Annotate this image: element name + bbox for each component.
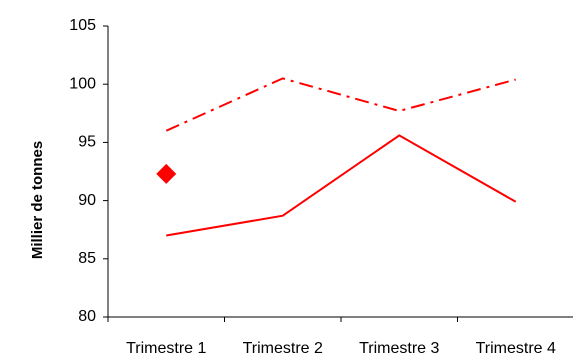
x-tick-label: Trimestre 1: [126, 340, 206, 356]
x-tick-label: Trimestre 4: [476, 340, 556, 356]
y-tick-label: 105: [69, 17, 96, 34]
y-tick-label: 100: [69, 75, 96, 92]
series-line: [166, 134, 517, 237]
y-tick-label: 80: [78, 308, 96, 325]
y-axis-title: Millier de tonnes: [29, 141, 46, 259]
y-tick-label: 90: [78, 192, 96, 209]
y-tick-label: 95: [78, 134, 96, 151]
x-tick-label: Trimestre 3: [359, 340, 439, 356]
series-line: [165, 77, 517, 132]
data-marker: [156, 163, 177, 184]
y-tick-label: 85: [78, 250, 96, 267]
x-tick-label: Trimestre 2: [243, 340, 323, 356]
